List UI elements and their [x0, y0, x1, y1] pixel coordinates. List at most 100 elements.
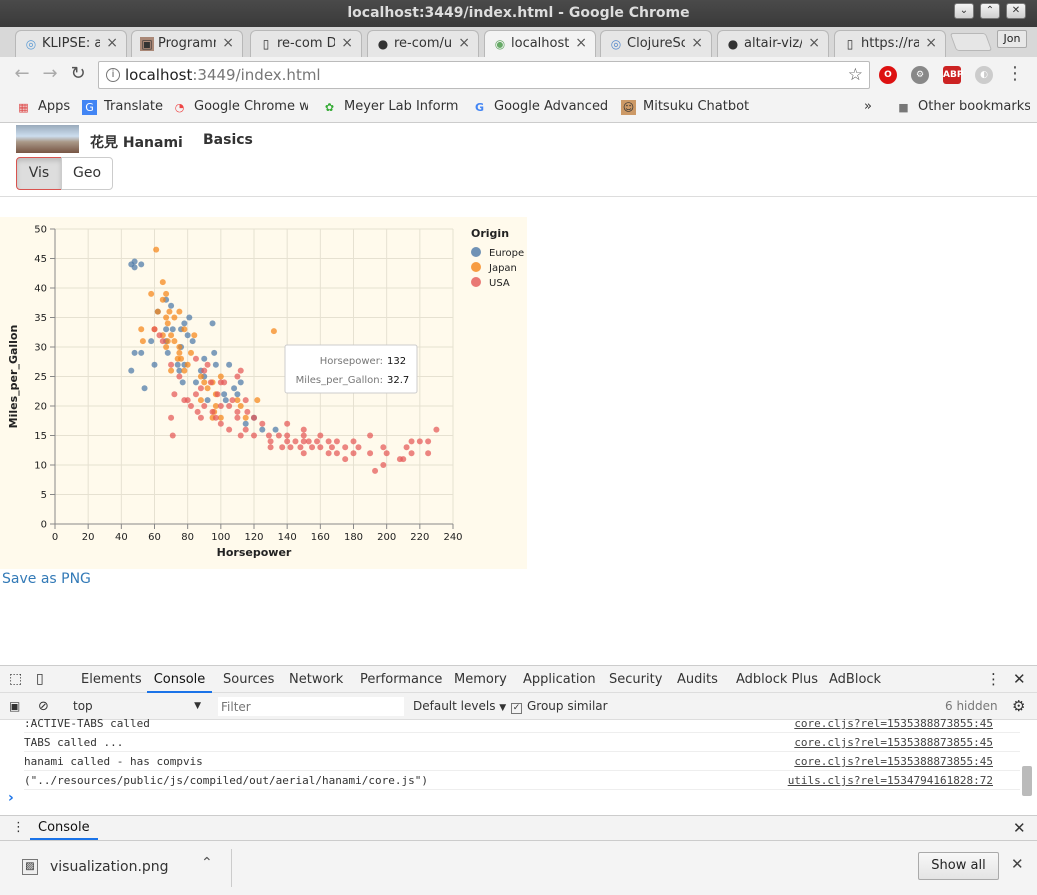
console-scrollbar[interactable] [1022, 766, 1032, 796]
settings-extension-icon[interactable]: ⚙ [911, 66, 929, 84]
extension-icon[interactable]: ◐ [975, 66, 993, 84]
tab-programming[interactable]: ▣Programm× [131, 30, 243, 57]
show-all-button[interactable]: Show all [918, 852, 999, 880]
info-icon[interactable]: i [106, 68, 120, 82]
clear-console-icon[interactable]: ⊘ [38, 699, 49, 714]
devtools-tab-performance[interactable]: Performance [360, 672, 443, 687]
tab-klipse[interactable]: ◎ KLIPSE: a × [15, 30, 127, 57]
minimize-button[interactable]: ⌄ [954, 3, 974, 19]
download-filename[interactable]: visualization.png [50, 859, 169, 875]
adblock-plus-icon[interactable]: ABP [943, 66, 963, 84]
lab-icon: ✿ [324, 101, 335, 114]
close-shelf-icon[interactable]: ✕ [1011, 855, 1024, 873]
devtools-tab-audits[interactable]: Audits [677, 672, 718, 687]
inspect-element-icon[interactable]: ⬚ [9, 671, 23, 687]
drawer-tab-console[interactable]: Console [30, 816, 98, 840]
devtools-menu-icon[interactable]: ⋮ [986, 670, 1001, 688]
devtools-tab-console[interactable]: Console [147, 666, 212, 693]
tab-clojurescript[interactable]: ◎ ClojureSc × [600, 30, 712, 57]
other-bookmarks[interactable]: ■ Other bookmarks [896, 97, 1030, 117]
bookmark-meyer-lab[interactable]: ✿ Meyer Lab Informa [322, 97, 458, 117]
log-levels-select[interactable]: Default levels ▼ [413, 699, 507, 713]
close-tab-icon[interactable]: × [925, 35, 937, 51]
forward-arrow-icon[interactable]: → [42, 63, 58, 84]
page-icon: ▯ [846, 37, 854, 51]
data-point-usa [184, 397, 191, 404]
tab-re-com-github[interactable]: ● re-com/ut × [367, 30, 479, 57]
vis-tab-button[interactable]: Vis [16, 157, 62, 190]
devtools-tab-application[interactable]: Application [523, 672, 596, 687]
geo-tab-button[interactable]: Geo [61, 157, 113, 190]
save-as-png-link[interactable]: Save as PNG [2, 571, 91, 587]
tab-https-raw[interactable]: ▯ https://ra × [834, 30, 946, 57]
url-path: :3449/index.html [192, 66, 321, 84]
data-point-europe [189, 338, 196, 345]
menu-dots-icon[interactable]: ⋮ [1006, 63, 1024, 84]
basics-tab[interactable]: Basics [203, 132, 253, 148]
close-tab-icon[interactable]: × [106, 35, 118, 51]
devtools-tab-adblock-plus[interactable]: Adblock Plus [736, 672, 819, 687]
context-select[interactable]: top ▼ [73, 693, 205, 720]
bookmark-translate[interactable]: G Translate [82, 97, 166, 117]
profile-button[interactable]: Jon [997, 30, 1027, 48]
tooltip-y-value: 32.7 [387, 375, 409, 386]
close-tab-icon[interactable]: × [691, 35, 703, 51]
legend-label-japan: Japan [488, 263, 517, 274]
group-similar-checkbox[interactable]: ✓ Group similar [511, 699, 608, 714]
show-sidebar-icon[interactable]: ▣ [9, 699, 21, 713]
dropdown-arrow-icon: ▼ [499, 703, 507, 713]
devtools-tab-adblock[interactable]: AdBlock [829, 672, 882, 687]
close-tab-icon[interactable]: × [808, 35, 820, 51]
log-source-link[interactable]: utils.cljs?rel=1534794161828:72 [787, 774, 993, 787]
maximize-button[interactable]: ⌃ [980, 3, 1000, 19]
back-arrow-icon[interactable]: ← [14, 63, 30, 84]
close-window-button[interactable]: ✕ [1006, 3, 1026, 19]
data-point-usa [350, 450, 357, 457]
close-tab-icon[interactable]: × [575, 35, 587, 51]
data-point-japan [163, 314, 170, 321]
devtools-tab-elements[interactable]: Elements [81, 672, 142, 687]
close-tab-icon[interactable]: × [341, 35, 353, 51]
data-point-usa [234, 414, 241, 421]
y-tick-label: 20 [34, 402, 47, 413]
page-content: 花見 Hanami Basics Vis Geo 0 20 40 60 80 100 120… [0, 124, 1037, 665]
data-point-japan [181, 367, 188, 374]
bookmark-mitsuku[interactable]: ☺ Mitsuku Chatbot [621, 99, 750, 115]
bookmark-star-icon[interactable]: ☆ [847, 65, 863, 85]
log-source-link[interactable]: core.cljs?rel=1535388873855:45 [794, 736, 993, 749]
tab-strip: ◎KLIPSE: a× ▣Programm× ▯re-com De× ●re-c… [0, 27, 1037, 58]
vega-chart[interactable]: 0 20 40 60 80 100 120 140 160 180 200 220 240 0 5 10 15 2… [0, 217, 527, 569]
devtools-tab-network[interactable]: Network [289, 672, 344, 687]
log-source-link[interactable]: core.cljs?rel=1535388873855:45 [794, 755, 993, 768]
devtools-tab-sources[interactable]: Sources [223, 672, 275, 687]
drawer-close-icon[interactable]: ✕ [1013, 819, 1026, 837]
y-tick-label: 5 [41, 490, 47, 501]
chevron-up-icon[interactable]: ⌃ [201, 855, 213, 871]
console-filter-input[interactable] [218, 697, 404, 716]
data-point-europe [138, 349, 145, 356]
tab-localhost[interactable]: ◉ localhost: × [484, 30, 596, 58]
drawer-menu-icon[interactable]: ⋮ [12, 820, 25, 835]
tab-altair-viz[interactable]: ● altair-viz/× [717, 30, 829, 57]
close-tab-icon[interactable]: × [222, 35, 234, 51]
bookmark-apps[interactable]: ▦ Apps [16, 97, 76, 117]
log-source-link[interactable]: core.cljs?rel=1535388873855:45 [794, 717, 993, 730]
app-title[interactable]: 花見 Hanami [90, 135, 183, 151]
console-prompt-icon[interactable]: › [8, 790, 14, 806]
more-bookmarks-chevron[interactable]: » [864, 99, 872, 114]
bookmark-google-advanced[interactable]: G Google Advanced S [472, 97, 608, 117]
devtools-tab-security[interactable]: Security [609, 672, 663, 687]
device-toolbar-icon[interactable]: ▯ [36, 671, 44, 687]
address-bar[interactable]: i localhost:3449/index.html ☆ [98, 61, 870, 89]
close-tab-icon[interactable]: × [458, 35, 470, 51]
data-point-usa [242, 397, 249, 404]
reload-icon[interactable]: ↻ [70, 63, 86, 84]
opera-extension-icon[interactable]: O [879, 66, 897, 84]
tab-re-com-demo[interactable]: ▯re-com De× [250, 30, 362, 57]
bookmark-chrome-web[interactable]: ◔ Google Chrome we [172, 97, 308, 117]
devtools-tab-memory[interactable]: Memory [454, 672, 507, 687]
new-tab-button[interactable] [949, 33, 993, 51]
devtools-close-icon[interactable]: ✕ [1013, 670, 1026, 688]
data-point-usa [425, 438, 432, 445]
console-settings-gear-icon[interactable]: ⚙ [1012, 697, 1026, 715]
